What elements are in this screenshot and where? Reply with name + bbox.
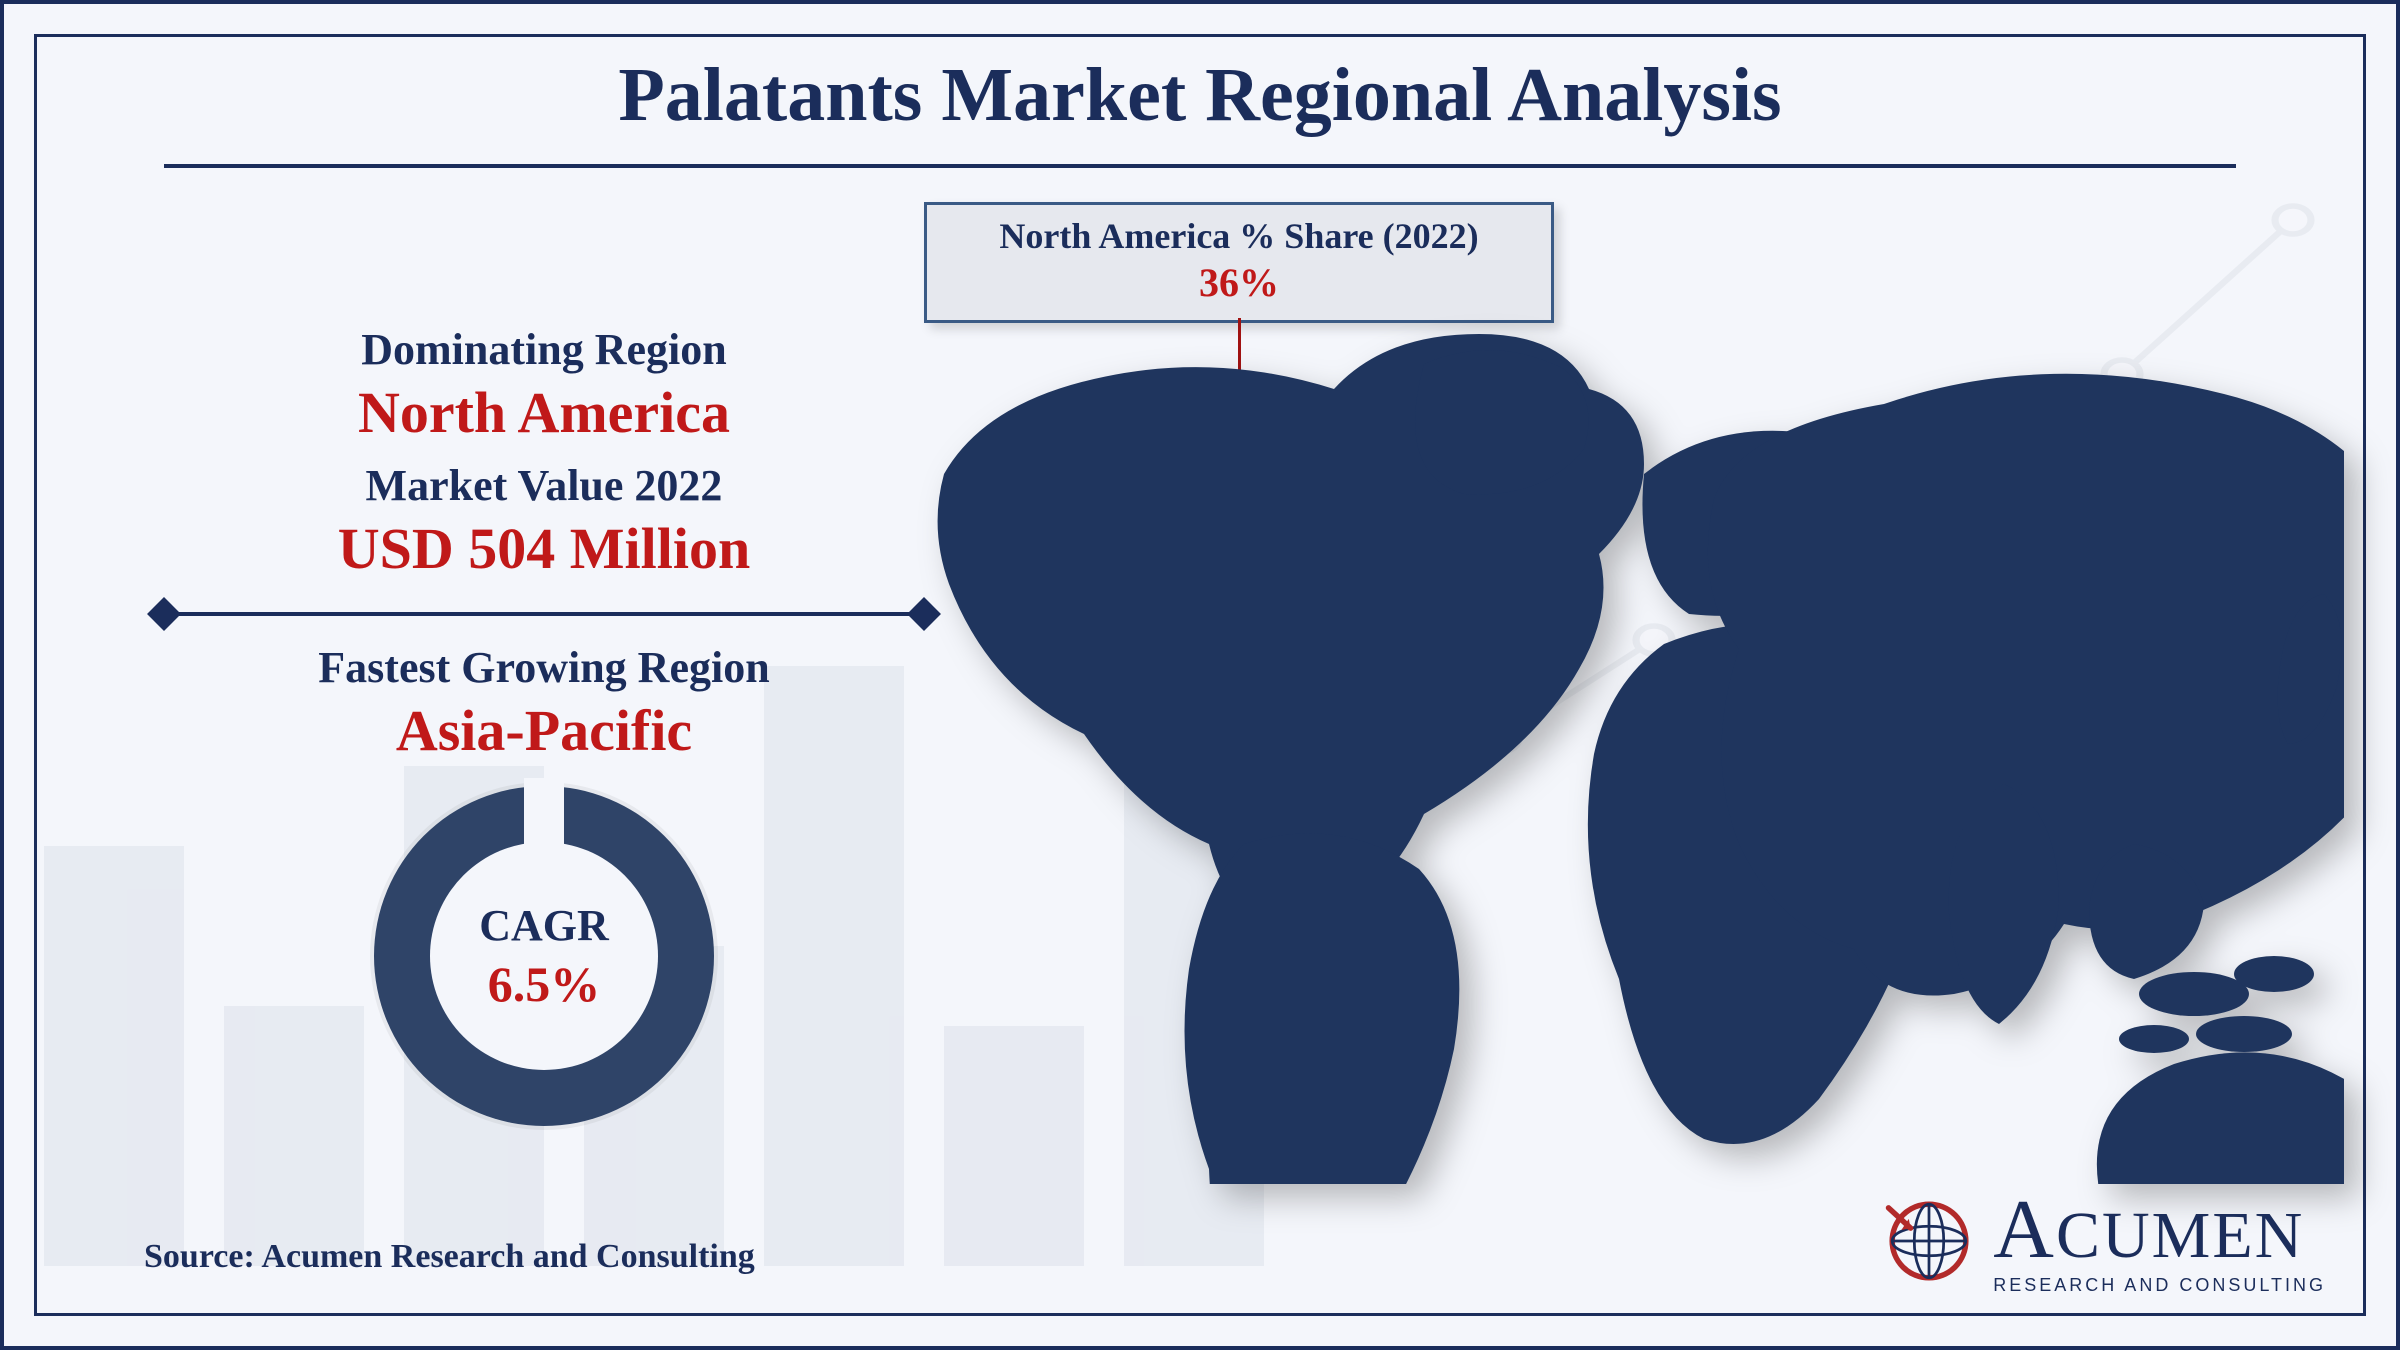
dominating-region-value: North America	[144, 379, 944, 446]
share-callout-value: 36%	[943, 259, 1535, 306]
world-map	[884, 324, 2344, 1184]
source-text: Source: Acumen Research and Consulting	[144, 1238, 755, 1276]
section-divider	[164, 612, 924, 616]
market-value: USD 504 Million	[144, 515, 944, 582]
globe-icon	[1883, 1195, 1975, 1287]
dominating-region-label: Dominating Region	[144, 324, 944, 375]
left-info-panel: Dominating Region North America Market V…	[144, 324, 944, 1126]
market-value-label: Market Value 2022	[144, 460, 944, 511]
cagr-label: CAGR	[479, 900, 609, 951]
brand-logo: AACUMENCUMEN RESEARCH AND CONSULTING	[1883, 1188, 2326, 1294]
brand-tagline: RESEARCH AND CONSULTING	[1993, 1276, 2326, 1294]
infographic-canvas: Palatants Market Regional Analysis Domin…	[0, 0, 2400, 1350]
cagr-donut: CAGR 6.5%	[374, 786, 714, 1126]
brand-name: AACUMENCUMEN	[1993, 1188, 2326, 1272]
share-callout: North America % Share (2022) 36%	[924, 202, 1554, 323]
page-title: Palatants Market Regional Analysis	[4, 52, 2396, 139]
title-underline	[164, 164, 2236, 168]
cagr-value: 6.5%	[488, 955, 601, 1013]
fastest-region-value: Asia-Pacific	[144, 697, 944, 764]
fastest-region-label: Fastest Growing Region	[144, 642, 944, 693]
share-callout-title: North America % Share (2022)	[943, 215, 1535, 257]
